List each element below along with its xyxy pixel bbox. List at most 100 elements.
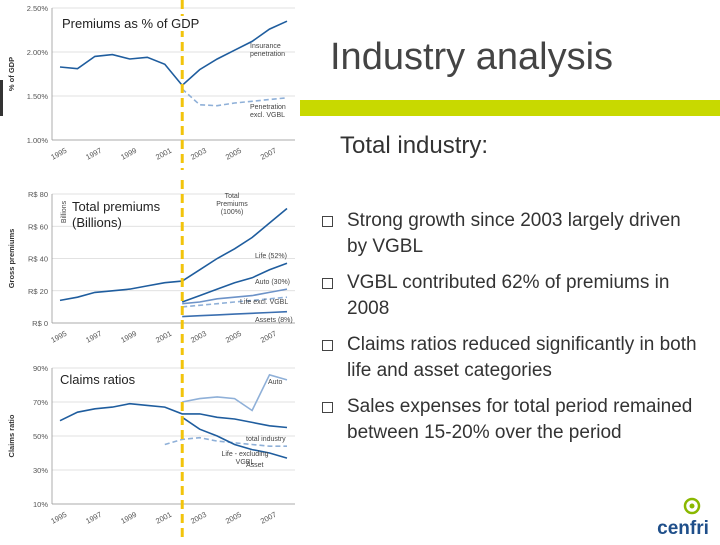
series-line	[181, 88, 288, 107]
y-tick-label: 2.50%	[27, 4, 49, 13]
y-tick-label: 50%	[33, 432, 48, 441]
gdp-penetration-chart-svg: 1.00% 1.50% 2.00% 2.50% 1995 1997 1999 2001 2003…	[7, 0, 295, 170]
x-tick-label: 2005	[224, 329, 243, 345]
series-label: Life - excluding VGBL	[221, 451, 268, 466]
x-tick-label: 1997	[84, 329, 103, 345]
bullet-item: VGBL contributed 62% of premiums in 2008	[322, 270, 702, 322]
series-label-line: Life (52%)	[255, 253, 287, 260]
cenfri-logo: cenfri	[650, 496, 716, 540]
series-label-line: Assets (8%)	[255, 317, 293, 324]
slide-title: Industry analysis	[330, 36, 614, 78]
y-tick-label: 10%	[33, 500, 48, 509]
series-label: Penetration excl. VGBL	[250, 104, 286, 119]
y-axis-label: Gross premiums	[7, 229, 16, 289]
bullet-box-icon	[322, 278, 333, 289]
series-label-line: Penetration	[250, 104, 286, 111]
series-label: Insurance penetration	[250, 43, 285, 58]
series-line	[182, 296, 288, 308]
series-label-line: Insurance	[250, 43, 281, 50]
series-label: Asset	[246, 462, 264, 469]
gdp-chart-title: Premiums as % of GDP	[60, 16, 202, 31]
series-label: Auto	[268, 379, 283, 386]
premiums-chart-title: Total premiums (Billions)	[72, 199, 161, 230]
x-tick-label: 2005	[224, 146, 243, 162]
x-tick-label: 2003	[189, 146, 208, 162]
series-label-line: (100%)	[221, 209, 244, 216]
y-tick-label: R$ 0	[32, 319, 48, 328]
cenfri-logo-icon: cenfri	[657, 497, 709, 539]
series-label-line: Auto	[268, 379, 283, 386]
y-tick-label: R$ 80	[28, 190, 48, 199]
y-axis-label: Claims ratio	[7, 414, 16, 457]
y-axis-label: % of GDP	[7, 57, 16, 91]
bullet-list: Strong growth since 2003 largely driven …	[322, 208, 702, 456]
slide-subtitle: Total industry:	[340, 132, 489, 159]
series-label: Total Premiums (100%)	[216, 193, 248, 216]
x-tick-label: 1997	[84, 510, 103, 526]
series-line	[182, 310, 288, 318]
logo-text: cenfri	[657, 518, 709, 539]
series-line	[59, 20, 288, 87]
series-label-line: total industry	[246, 436, 286, 443]
series-label-line: penetration	[250, 51, 285, 58]
bullet-box-icon	[322, 216, 333, 227]
series-label: Assets (8%)	[255, 317, 293, 324]
bullet-item: Strong growth since 2003 largely driven …	[322, 208, 702, 260]
series-label-line: Auto (30%)	[255, 279, 290, 286]
y-tick-label: R$ 20	[28, 287, 48, 296]
x-tick-label: 1995	[49, 510, 68, 526]
x-tick-label: 1999	[119, 510, 138, 526]
series-label-line: excl. VGBL	[250, 112, 285, 119]
y-tick-label: R$ 40	[28, 255, 48, 264]
series-label: Life (52%)	[255, 253, 287, 260]
series-label: Auto (30%)	[255, 279, 290, 286]
premiums-chart-svg: R$ 0 R$ 20 R$ 40 R$ 60 R$ 80 1995 1997 1999 2001…	[7, 180, 295, 355]
series-line	[181, 262, 288, 303]
gdp-penetration-chart: 1.00% 1.50% 2.00% 2.50% 1995 1997 1999 2001 2003…	[0, 0, 300, 170]
y-tick-label: 90%	[33, 364, 48, 373]
left-edge-mark	[0, 80, 3, 116]
y-tick-label: 30%	[33, 466, 48, 475]
premiums-chart: R$ 0 R$ 20 R$ 40 R$ 60 R$ 80 1995 1997 1999 2001…	[0, 180, 300, 355]
bullet-text: Strong growth since 2003 largely driven …	[347, 210, 681, 257]
series-label-line: Total	[225, 193, 240, 200]
bullet-item: Claims ratios reduced significantly in b…	[322, 332, 702, 384]
series-label-line: Life excl. VGBL	[240, 299, 288, 306]
series-label-line: Life - excluding	[221, 451, 268, 458]
x-tick-label: 2001	[154, 146, 173, 162]
x-tick-label: 2001	[154, 329, 173, 345]
x-tick-label: 1995	[49, 329, 68, 345]
bullet-item: Sales expenses for total period remained…	[322, 394, 702, 446]
claims-ratio-chart: 10% 30% 50% 70% 90% 1995 1997 1999 2001 2003 2005 2…	[0, 360, 300, 540]
x-tick-label: 2007	[259, 146, 278, 162]
bullet-text: Sales expenses for total period remained…	[347, 396, 693, 443]
x-tick-label: 1999	[119, 146, 138, 162]
y-tick-label: 1.00%	[27, 136, 49, 145]
claims-chart-title: Claims ratios	[60, 372, 136, 387]
series-label-line: VGBL	[236, 459, 255, 466]
x-tick-label: 2003	[189, 510, 208, 526]
y-unit-label: Billions	[61, 200, 68, 223]
x-tick-label: 1999	[119, 329, 138, 345]
bullet-text: Claims ratios reduced significantly in b…	[347, 334, 697, 381]
bullet-text: VGBL contributed 62% of premiums in 2008	[347, 272, 670, 319]
bullet-box-icon	[322, 340, 333, 351]
y-tick-label: 2.00%	[27, 48, 49, 57]
series-line	[181, 416, 288, 459]
series-label-line: Asset	[246, 462, 264, 469]
series-line	[59, 402, 288, 429]
series-line	[59, 207, 288, 302]
y-tick-label: 70%	[33, 398, 48, 407]
claims-ratio-chart-svg: 10% 30% 50% 70% 90% 1995 1997 1999 2001 2003 2005 2…	[7, 360, 295, 540]
x-tick-label: 2001	[154, 510, 173, 526]
accent-bar	[300, 100, 720, 116]
x-tick-label: 1997	[84, 146, 103, 162]
y-tick-label: R$ 60	[28, 222, 48, 231]
bullet-box-icon	[322, 402, 333, 413]
x-tick-label: 2007	[259, 510, 278, 526]
series-label: Life excl. VGBL	[240, 299, 288, 306]
y-tick-label: 1.50%	[27, 92, 49, 101]
series-label: total industry	[246, 436, 286, 443]
x-tick-label: 2005	[224, 510, 243, 526]
x-tick-label: 2007	[259, 329, 278, 345]
